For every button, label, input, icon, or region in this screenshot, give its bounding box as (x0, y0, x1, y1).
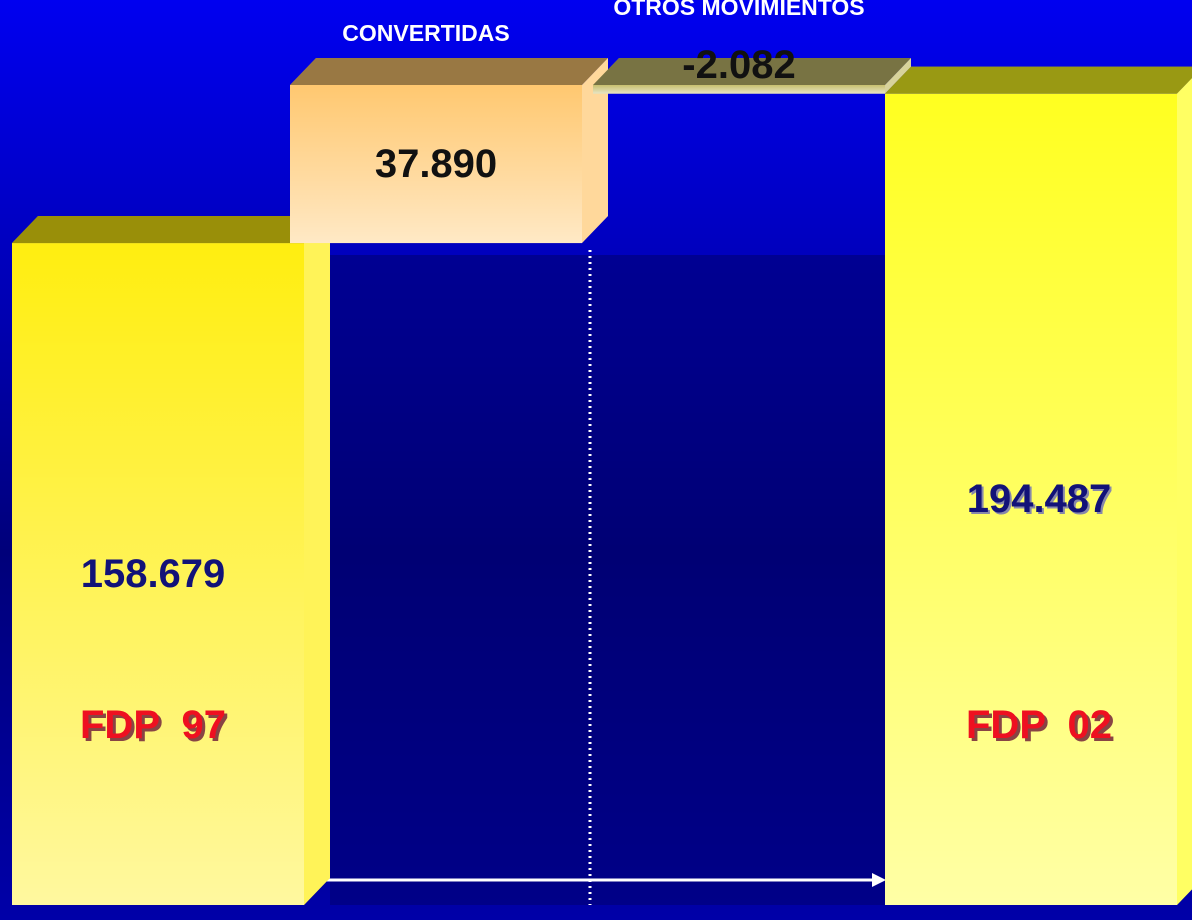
bar-top (593, 58, 911, 85)
bar-side-shade (304, 216, 330, 905)
category-label: FDP 02 (966, 703, 1112, 747)
bar-top (290, 58, 608, 85)
category-label: FDP 97 (80, 703, 226, 747)
bar-side-shade (582, 58, 608, 244)
value-label: 194.487 (966, 477, 1112, 522)
category-label: CONVERTIDAS (342, 19, 510, 46)
bar-side (304, 216, 330, 905)
value-label: 37.890 (374, 142, 498, 187)
bar-shine (12, 243, 304, 905)
value-label: -2.082 (682, 43, 796, 87)
bar-shine (290, 85, 582, 244)
bar-shine (885, 93, 1177, 906)
bar-side (1177, 78, 1192, 905)
category-label: OTROS MOVIMIENTOS (613, 0, 865, 20)
bar-shine (593, 85, 885, 94)
floor-panel (330, 255, 885, 905)
bar-top (885, 66, 1192, 94)
bar-side (885, 58, 911, 94)
bar-side-shade (885, 58, 911, 94)
value-label: 158.679 (80, 552, 226, 597)
bar-top-shade (885, 66, 1192, 94)
bar-side-shade (1177, 78, 1192, 905)
bar-top (12, 216, 330, 244)
arrow-head (872, 873, 886, 887)
bar-side (582, 58, 608, 244)
bar-top-shade (593, 58, 911, 85)
bar-top-shade (290, 58, 608, 85)
bar-top-shade (12, 216, 330, 244)
